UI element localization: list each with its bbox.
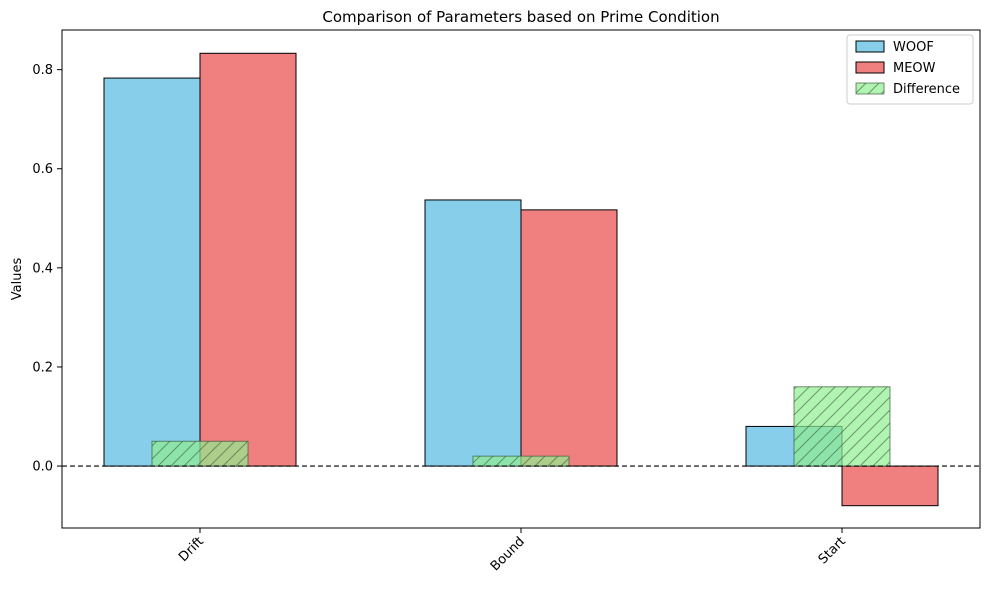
x-tick-label: Start: [816, 534, 849, 567]
chart-title: Comparison of Parameters based on Prime …: [322, 8, 719, 26]
y-tick-label: 0.8: [32, 63, 53, 78]
bar-woof-bound: [425, 200, 521, 466]
bar-hatch-bound: [473, 456, 569, 466]
y-tick-label: 0.4: [32, 261, 53, 276]
y-tick-label: 0.6: [32, 162, 53, 177]
bar-hatch-drift: [152, 441, 248, 466]
bar-woof-drift: [104, 78, 200, 466]
y-tick-label: 0.0: [32, 460, 53, 475]
bar-meow-drift: [200, 53, 296, 466]
bars-group: [104, 53, 938, 505]
x-tick-label: Bound: [488, 534, 528, 574]
legend-label-difference: Difference: [893, 82, 960, 97]
y-axis-label: Values: [10, 258, 25, 301]
y-tick-label: 0.2: [32, 360, 53, 375]
x-tick-label: Drift: [176, 534, 207, 565]
legend-swatch-meow: [856, 62, 884, 73]
legend: WOOF MEOW Difference: [847, 35, 973, 104]
legend-swatch-hatch: [856, 83, 884, 94]
legend-label-meow: MEOW: [893, 61, 936, 76]
bar-meow-start: [842, 466, 938, 506]
bar-hatch-start: [794, 387, 890, 466]
bar-meow-bound: [521, 210, 617, 466]
legend-swatch-woof: [856, 41, 884, 52]
legend-label-woof: WOOF: [893, 40, 934, 55]
